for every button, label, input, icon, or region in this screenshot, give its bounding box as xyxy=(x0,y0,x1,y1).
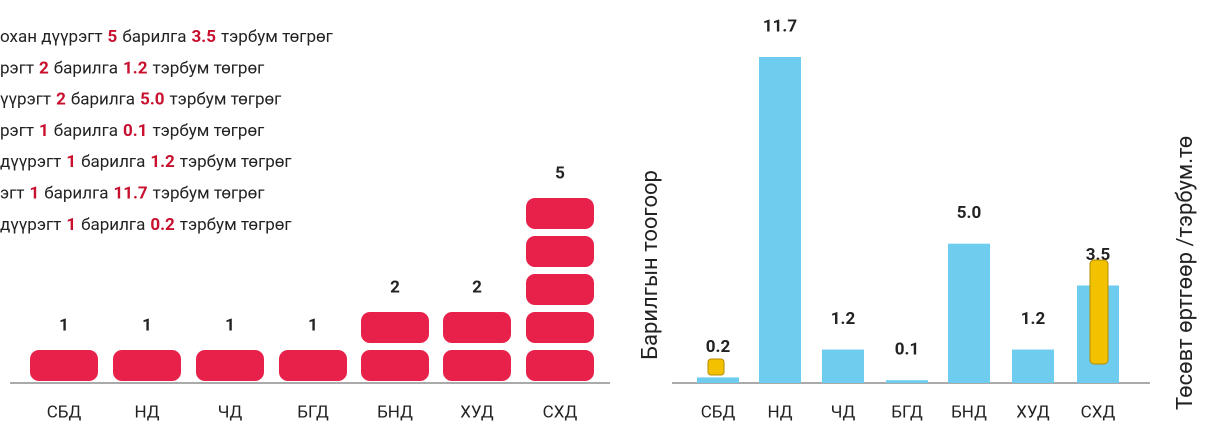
unit-stack xyxy=(196,350,264,381)
value-label: 0.1 xyxy=(895,340,919,360)
highlight-number: 2 xyxy=(56,90,66,110)
line-part: барилга xyxy=(71,90,135,110)
unit-box xyxy=(196,350,264,381)
value-label: 2 xyxy=(390,277,400,297)
y-axis-label: Барилгын тоогоор xyxy=(638,170,663,360)
value-label: 5.0 xyxy=(957,203,981,223)
highlight-number: 1.2 xyxy=(123,59,148,79)
line-part: тэрбум төгрөг xyxy=(180,153,292,173)
value-label: 1 xyxy=(225,315,235,335)
unit-box xyxy=(526,236,594,267)
x-tick-label: СБД xyxy=(47,402,82,422)
line-part: барилга xyxy=(122,27,186,47)
value-label: 1 xyxy=(142,315,152,335)
line-part: барилга xyxy=(81,153,145,173)
highlight-number: 11.7 xyxy=(113,184,147,204)
value-label: 11.7 xyxy=(763,16,797,36)
value-label: 2 xyxy=(472,277,482,297)
unit-stack xyxy=(279,350,347,381)
highlight-number: 1 xyxy=(66,153,76,173)
unit-box xyxy=(443,350,511,381)
value-label: 1.2 xyxy=(831,309,856,329)
line-part: рэгт xyxy=(0,59,34,79)
x-tick-label: СХД xyxy=(543,402,578,422)
highlight-number: 1 xyxy=(39,121,49,141)
unit-stack xyxy=(526,198,594,381)
highlight-number: 0.2 xyxy=(150,215,175,235)
x-tick-label: НД xyxy=(134,402,159,422)
x-tick-label: БГД xyxy=(891,402,923,422)
value-label: 0.2 xyxy=(706,337,731,357)
x-tick-label: НД xyxy=(767,402,792,422)
value-label: 1.2 xyxy=(1021,309,1046,329)
highlight-number: 3.5 xyxy=(192,27,217,47)
unit-stack xyxy=(30,350,98,381)
unit-stack xyxy=(113,350,181,381)
highlight-number: 2 xyxy=(39,59,49,79)
line-part: барилга xyxy=(54,59,118,79)
unit-box xyxy=(526,198,594,229)
bar xyxy=(1012,350,1054,383)
unit-box xyxy=(30,350,98,381)
line-part: дүүрэгт xyxy=(0,153,61,173)
line-part: рэгт xyxy=(0,121,34,141)
line-part: үүрэгт xyxy=(0,90,51,110)
x-tick-label: СХД xyxy=(1081,402,1116,422)
unit-box xyxy=(526,350,594,381)
infographic: охан дүүрэгт5барилга3.5тэрбум төгрөгрэгт… xyxy=(0,0,1213,433)
line-part: тэрбум төгрөг xyxy=(221,27,333,47)
bar xyxy=(948,244,990,383)
x-tick-label: БНД xyxy=(377,402,413,422)
x-tick-label: ХУД xyxy=(1016,402,1050,422)
unit-box xyxy=(361,312,429,343)
highlight-number: 0.1 xyxy=(123,121,147,141)
unit-box xyxy=(361,350,429,381)
x-tick-label: БНД xyxy=(951,402,987,422)
bar xyxy=(886,380,928,383)
line-part: тэрбум төгрөг xyxy=(180,215,292,235)
line-part: барилга xyxy=(44,184,108,204)
unit-box xyxy=(526,312,594,343)
x-tick-label: БГД xyxy=(297,402,329,422)
unit-box xyxy=(279,350,347,381)
value-label: 1 xyxy=(308,315,318,335)
highlight-number: 1.2 xyxy=(150,153,175,173)
line-part: эгт xyxy=(0,184,24,204)
unit-stack xyxy=(443,312,511,381)
bar xyxy=(759,57,801,383)
line-part: дүүрэгт xyxy=(0,215,61,235)
highlight-number: 5.0 xyxy=(140,90,164,110)
line-part: барилга xyxy=(81,215,145,235)
x-tick-label: ЧД xyxy=(218,402,243,422)
line-part: тэрбум төгрөг xyxy=(153,184,265,204)
line-part: тэрбум төгрөг xyxy=(170,90,282,110)
unit-box xyxy=(526,274,594,305)
line-part: тэрбум төгрөг xyxy=(152,59,264,79)
line-part: барилга xyxy=(54,121,118,141)
highlight-number: 5 xyxy=(108,27,118,47)
x-tick-label: ХУД xyxy=(460,402,494,422)
value-label: 5 xyxy=(555,163,565,183)
unit-box xyxy=(443,312,511,343)
highlight-number: 1 xyxy=(66,215,76,235)
unit-box xyxy=(113,350,181,381)
bar xyxy=(697,377,739,383)
highlight-number: 1 xyxy=(29,184,39,204)
bar xyxy=(822,350,864,383)
line-part: тэрбум төгрөг xyxy=(152,121,264,141)
x-tick-label: ЧД xyxy=(831,402,856,422)
y-axis-label: Төсөвт өртгөөр /тэрбум.тө xyxy=(1173,136,1198,410)
line-part: охан дүүрэгт xyxy=(0,27,103,47)
x-tick-label: СБД xyxy=(701,402,736,422)
value-label: 1 xyxy=(59,315,69,335)
unit-stack xyxy=(361,312,429,381)
